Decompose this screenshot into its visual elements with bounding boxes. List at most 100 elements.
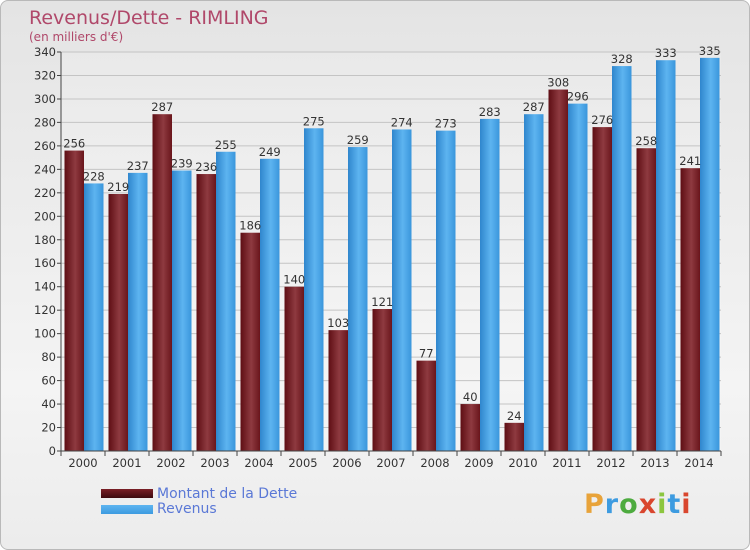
value-label-debt-2005: 140 <box>283 273 305 287</box>
bar-debt-2010 <box>504 422 524 451</box>
value-label-debt-2001: 219 <box>107 180 129 194</box>
value-label-debt-2006: 103 <box>327 316 349 330</box>
legend-label-revenue: Revenus <box>157 501 217 517</box>
y-tick-label-160: 160 <box>34 256 56 270</box>
x-tick-label-2012: 2012 <box>596 456 625 470</box>
y-tick-label-120: 120 <box>34 303 56 317</box>
value-label-debt-2013: 258 <box>635 134 657 148</box>
value-label-debt-2010: 24 <box>507 409 522 423</box>
y-tick-label-40: 40 <box>41 397 56 411</box>
y-tick-label-340: 340 <box>34 45 56 59</box>
y-tick-label-200: 200 <box>34 209 56 223</box>
value-label-debt-2012: 276 <box>591 113 613 127</box>
x-tick-label-2000: 2000 <box>68 456 97 470</box>
bar-debt-2013 <box>636 148 656 451</box>
value-label-revenue-2003: 255 <box>215 138 237 152</box>
value-label-revenue-2008: 273 <box>435 117 457 131</box>
value-label-debt-2004: 186 <box>239 219 261 233</box>
value-label-revenue-2001: 237 <box>127 159 149 173</box>
value-label-revenue-2012: 328 <box>611 52 633 66</box>
bar-debt-2011 <box>548 89 568 451</box>
y-tick-label-180: 180 <box>34 233 56 247</box>
x-tick-label-2008: 2008 <box>420 456 449 470</box>
bar-revenue-2005 <box>304 128 324 451</box>
y-tick-label-300: 300 <box>34 92 56 106</box>
bar-debt-2008 <box>416 360 436 451</box>
bar-revenue-2002 <box>172 170 192 451</box>
legend-swatch-debt <box>101 489 153 498</box>
chart-title: Revenus/Dette - RIMLING <box>29 7 269 29</box>
bar-revenue-2013 <box>656 60 676 451</box>
y-tick-label-60: 60 <box>41 374 56 388</box>
bar-debt-2000 <box>64 150 84 451</box>
proxiti-logo: Proxiti <box>584 489 692 520</box>
bars-layer <box>64 57 720 452</box>
x-tick-label-2013: 2013 <box>640 456 669 470</box>
x-tick-label-2007: 2007 <box>376 456 405 470</box>
value-label-revenue-2013: 333 <box>655 46 677 60</box>
bar-revenue-2006 <box>348 147 368 451</box>
bar-debt-2007 <box>372 309 392 451</box>
bar-revenue-2001 <box>128 172 148 451</box>
y-tick-label-140: 140 <box>34 280 56 294</box>
bar-debt-2014 <box>680 168 700 451</box>
bar-revenue-2004 <box>260 158 280 451</box>
y-tick-label-320: 320 <box>34 68 56 82</box>
value-label-revenue-2002: 239 <box>171 157 193 171</box>
y-tick-label-240: 240 <box>34 162 56 176</box>
bar-revenue-2011 <box>568 103 588 452</box>
value-label-debt-2000: 256 <box>63 137 85 151</box>
x-tick-label-2011: 2011 <box>552 456 581 470</box>
value-label-debt-2003: 236 <box>195 160 217 174</box>
bar-debt-2001 <box>108 193 128 451</box>
bar-debt-2003 <box>196 174 216 451</box>
y-tick-label-20: 20 <box>41 421 56 435</box>
x-tick-label-2002: 2002 <box>156 456 185 470</box>
bar-revenue-2010 <box>524 114 544 452</box>
value-label-revenue-2004: 249 <box>259 145 281 159</box>
value-label-debt-2002: 287 <box>151 100 173 114</box>
y-tick-label-80: 80 <box>41 350 56 364</box>
x-tick-label-2003: 2003 <box>200 456 229 470</box>
value-label-revenue-2010: 287 <box>523 100 545 114</box>
bar-revenue-2007 <box>392 129 412 451</box>
y-tick-label-220: 220 <box>34 186 56 200</box>
x-tick-label-2004: 2004 <box>244 456 273 470</box>
y-tick-label-260: 260 <box>34 139 56 153</box>
value-label-revenue-2011: 296 <box>567 90 589 104</box>
y-tick-label-280: 280 <box>34 115 56 129</box>
chart-subtitle: (en milliers d'€) <box>29 30 124 44</box>
bar-debt-2012 <box>592 127 612 451</box>
x-tick-label-2010: 2010 <box>508 456 537 470</box>
bar-debt-2002 <box>152 114 172 452</box>
bar-debt-2006 <box>328 330 348 451</box>
bar-revenue-2012 <box>612 66 632 452</box>
legend-label-debt: Montant de la Dette <box>157 486 298 502</box>
bar-debt-2005 <box>284 286 304 451</box>
value-label-debt-2009: 40 <box>463 390 478 404</box>
bar-revenue-2000 <box>84 183 104 451</box>
x-tick-label-2009: 2009 <box>464 456 493 470</box>
x-tick-label-2006: 2006 <box>332 456 361 470</box>
x-tick-label-2001: 2001 <box>112 456 141 470</box>
axis-layer: 0 20 40 60 80 100 120 140 160 180 200 220 240 260 280 3… <box>34 45 722 470</box>
bar-debt-2009 <box>460 404 480 451</box>
value-label-debt-2014: 241 <box>679 154 701 168</box>
value-label-revenue-2005: 275 <box>303 114 325 128</box>
y-tick-label-0: 0 <box>49 444 56 458</box>
value-label-revenue-2006: 259 <box>347 133 369 147</box>
value-label-debt-2008: 77 <box>419 347 434 361</box>
value-label-revenue-2009: 283 <box>479 105 501 119</box>
x-tick-label-2005: 2005 <box>288 456 317 470</box>
bar-revenue-2008 <box>436 130 456 451</box>
value-label-revenue-2000: 228 <box>83 169 105 183</box>
x-tick-label-2014: 2014 <box>684 456 713 470</box>
value-label-debt-2011: 308 <box>547 76 569 90</box>
value-label-debt-2007: 121 <box>371 295 393 309</box>
bar-revenue-2003 <box>216 151 236 451</box>
bar-revenue-2014 <box>700 57 720 451</box>
value-label-revenue-2007: 274 <box>391 115 413 129</box>
